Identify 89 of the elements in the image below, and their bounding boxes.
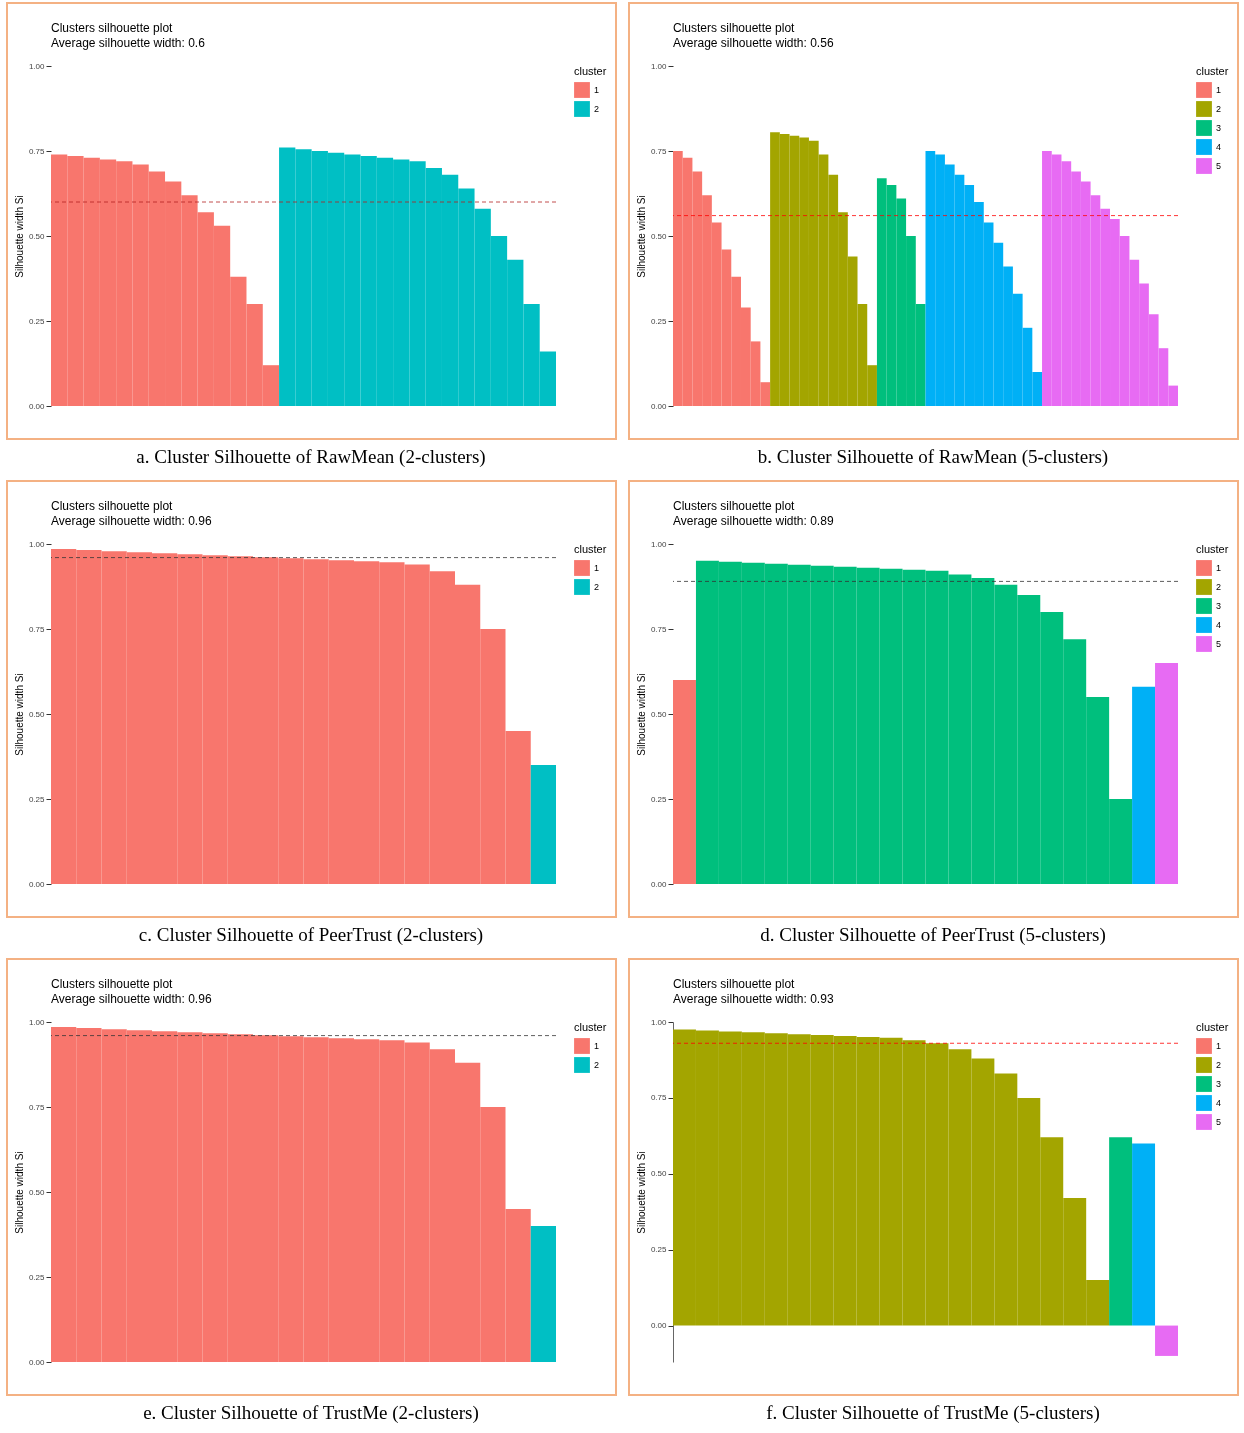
legend-title: cluster [574,65,607,77]
legend-label: 1 [594,1041,600,1051]
legend-title: cluster [574,1021,607,1033]
y-tick-label: 0.00 [28,401,46,411]
legend-label: 2 [594,582,600,592]
y-axis-title: Silhouette width Si [635,1151,647,1234]
legend-label: 3 [1216,601,1222,611]
text: d. Cluster Silhouette of PeerTrust (5-clusters) [759,924,1107,946]
text: c. Cluster Silhouette of PeerTrust (2-clusters) [137,924,485,946]
y-tick-label: 0.50 [28,709,46,719]
bar [530,1226,556,1362]
legend-title: cluster [1196,1021,1229,1033]
y-tick-label: 0.50 [650,231,668,241]
y-tick-label: 0.75 [650,624,668,634]
y-tick-label: 1.00 [650,61,668,71]
y-tick-label: 0.50 [28,231,46,241]
legend-label: 4 [1216,620,1222,630]
y-tick-label: 0.50 [650,1169,668,1179]
legend-label: 2 [1216,104,1222,114]
chart-subtitle: Average silhouette width: 0.96 [51,514,212,528]
y-tick-label: 1.00 [650,539,668,549]
legend-label: 5 [1216,161,1222,171]
y-tick-label: 0.25 [28,316,46,326]
y-tick-label: 0.25 [28,1272,46,1282]
y-tick-label: 0.50 [650,709,668,719]
y-tick-label: 0.25 [650,1245,668,1255]
chart-subtitle: Average silhouette width: 0.89 [673,514,834,528]
bar [1109,1137,1133,1326]
bar [530,765,556,884]
y-tick-label: 0.75 [650,146,668,156]
legend-label: 2 [1216,582,1222,592]
bar [1132,686,1156,884]
bar [673,680,696,884]
legend-label: 5 [1216,1117,1222,1127]
y-tick-label: 0.00 [650,401,668,411]
y-tick-label: 0.75 [650,1093,668,1103]
y-axis-title: Silhouette width Si [635,195,647,278]
y-tick-label: 0.00 [650,879,668,889]
bar [1132,1143,1156,1326]
y-tick-label: 0.75 [28,1102,46,1112]
y-tick-label: 0.50 [28,1187,46,1197]
legend-label: 4 [1216,1098,1222,1108]
y-axis-title: Silhouette width Si [13,1151,25,1234]
legend-label: 3 [1216,1079,1222,1089]
y-axis-title: Silhouette width Si [635,673,647,756]
chart-title: Clusters silhouette plot [51,499,174,513]
legend-label: 2 [1216,1060,1222,1070]
chart-subtitle: Average silhouette width: 0.56 [673,36,834,50]
chart-title: Clusters silhouette plot [51,21,174,35]
chart-subtitle: Average silhouette width: 0.93 [673,992,834,1006]
y-tick-label: 0.00 [28,1357,46,1367]
legend-title: cluster [574,543,607,555]
y-axis-title: Silhouette width Si [13,195,25,278]
legend-label: 1 [594,563,600,573]
bar [1155,663,1178,884]
text: f. Cluster Silhouette of TrustMe (5-clusters) [765,1402,1101,1424]
chart-title: Clusters silhouette plot [673,21,796,35]
y-tick-label: 0.75 [28,146,46,156]
legend-label: 1 [1216,563,1222,573]
y-tick-label: 1.00 [28,61,46,71]
legend-label: 3 [1216,123,1222,133]
chart-subtitle: Average silhouette width: 0.96 [51,992,212,1006]
y-tick-label: 1.00 [28,1017,46,1027]
legend-label: 1 [594,85,600,95]
y-tick-label: 1.00 [28,539,46,549]
chart-title: Clusters silhouette plot [673,499,796,513]
y-tick-label: 0.25 [28,794,46,804]
y-tick-label: 0.75 [28,624,46,634]
text: a. Cluster Silhouette of RawMean (2-clusters) [135,446,487,468]
chart-subtitle: Average silhouette width: 0.6 [51,36,206,50]
y-tick-label: 1.00 [650,1017,668,1027]
bar [1155,1325,1178,1356]
legend-title: cluster [1196,543,1229,555]
legend-title: cluster [1196,65,1229,77]
legend-label: 1 [1216,85,1222,95]
text: b. Cluster Silhouette of RawMean (5-clusters) [756,446,1110,468]
legend-label: 1 [1216,1041,1222,1051]
legend-label: 4 [1216,142,1222,152]
chart-title: Clusters silhouette plot [673,977,796,991]
legend-label: 2 [594,1060,600,1070]
y-axis-title: Silhouette width Si [13,673,25,756]
legend-label: 5 [1216,639,1222,649]
chart-title: Clusters silhouette plot [51,977,174,991]
text: e. Cluster Silhouette of TrustMe (2-clusters) [142,1402,480,1424]
legend-label: 2 [594,104,600,114]
y-tick-label: 0.25 [650,794,668,804]
y-tick-label: 0.00 [28,879,46,889]
y-tick-label: 0.00 [650,1321,668,1331]
y-tick-label: 0.25 [650,316,668,326]
